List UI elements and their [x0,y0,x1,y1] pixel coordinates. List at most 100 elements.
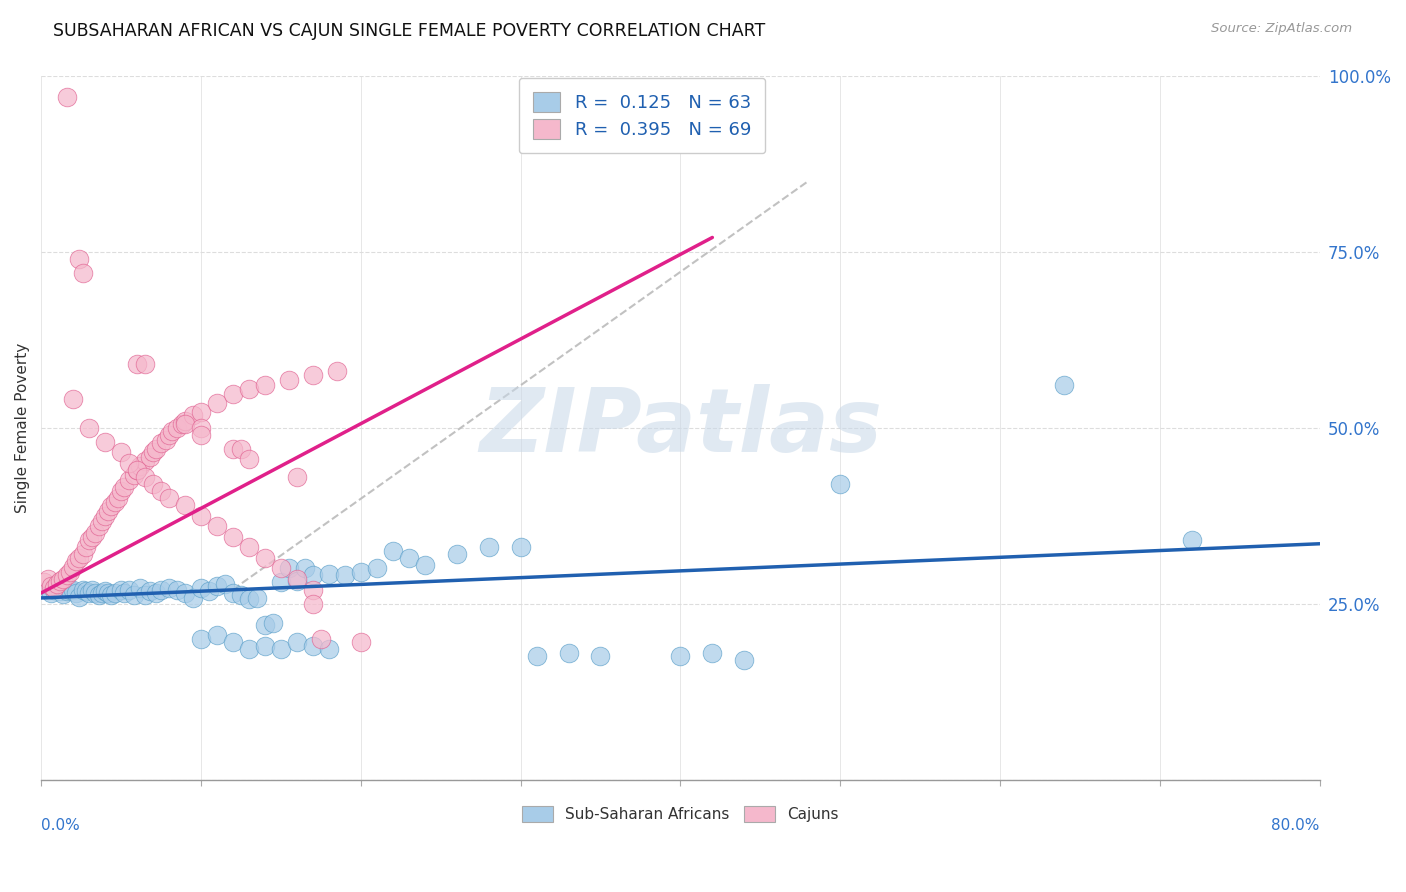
Point [309,632,332,646]
Point [509,541,531,555]
Point [42,582,65,597]
Point [270,642,292,657]
Point [253,378,276,392]
Point [39,586,62,600]
Point [100,500,122,514]
Point [100,588,122,602]
Point [157,427,180,442]
Point [112,480,135,494]
Point [55,583,77,598]
Legend: Sub-Saharan Africans, Cajuns: Sub-Saharan Africans, Cajuns [516,800,845,829]
Point [122,468,145,483]
Point [350,565,373,579]
Point [87,519,110,533]
Point [333,568,356,582]
Point [205,579,228,593]
Point [46,577,69,591]
Point [270,575,292,590]
Point [59,565,82,579]
Point [253,550,276,565]
Point [702,646,724,660]
Point [62,560,84,574]
Point [52,572,75,586]
Point [72,582,94,597]
Point [84,526,107,541]
Text: 80.0%: 80.0% [1271,818,1320,833]
Point [142,476,165,491]
Point [129,581,152,595]
Point [222,635,245,649]
Point [155,434,177,448]
Point [59,582,82,597]
Point [301,568,323,582]
Point [270,561,292,575]
Point [52,587,75,601]
Point [166,420,188,434]
Point [110,582,132,597]
Point [139,583,162,598]
Point [125,357,148,371]
Point [90,514,112,528]
Point [350,635,373,649]
Point [55,568,77,582]
Point [1053,378,1076,392]
Point [301,368,323,382]
Point [301,597,323,611]
Point [285,635,308,649]
Point [190,581,212,595]
Point [229,588,252,602]
Point [72,266,94,280]
Point [238,382,260,396]
Point [222,530,245,544]
Point [69,550,91,565]
Point [557,646,579,660]
Point [118,582,141,597]
Point [174,498,197,512]
Point [1181,533,1204,548]
Point [205,519,228,533]
Point [69,590,91,604]
Point [830,476,852,491]
Point [97,503,120,517]
Point [285,572,308,586]
Point [139,450,162,464]
Point [97,586,120,600]
Point [222,586,245,600]
Point [122,588,145,602]
Point [125,463,148,477]
Point [301,582,323,597]
Point [446,547,468,561]
Point [277,373,299,387]
Point [222,442,245,456]
Point [82,530,104,544]
Point [69,252,91,266]
Point [253,639,276,653]
Point [129,459,152,474]
Point [94,434,117,449]
Point [222,386,245,401]
Point [198,583,221,598]
Point [118,456,141,470]
Point [42,581,65,595]
Point [90,586,112,600]
Point [181,408,204,422]
Y-axis label: Single Female Poverty: Single Female Poverty [15,343,30,513]
Point [157,491,180,505]
Point [190,508,212,523]
Text: SUBSAHARAN AFRICAN VS CAJUN SINGLE FEMALE POVERTY CORRELATION CHART: SUBSAHARAN AFRICAN VS CAJUN SINGLE FEMAL… [53,22,766,40]
Point [205,396,228,410]
Point [170,417,193,431]
Point [238,592,260,607]
Point [229,442,252,456]
Point [65,586,87,600]
Point [526,649,548,664]
Point [238,452,260,467]
Point [77,533,100,548]
Point [62,582,84,597]
Point [49,583,72,598]
Point [149,436,172,450]
Point [174,586,197,600]
Point [326,364,349,378]
Point [157,581,180,595]
Point [62,392,84,407]
